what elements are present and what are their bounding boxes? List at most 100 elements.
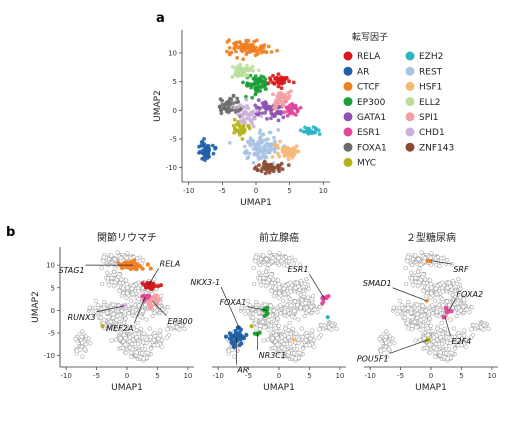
- background-point: [269, 280, 275, 286]
- point-chd1: [255, 109, 260, 113]
- point-ar: [213, 145, 218, 150]
- background-point: [419, 250, 424, 255]
- point-chd1: [244, 111, 249, 116]
- annotation-line-ep300: [152, 301, 167, 317]
- point-myc: [242, 127, 247, 132]
- y-tick-label: 0: [51, 307, 55, 315]
- background-point: [424, 345, 430, 350]
- background-point: [280, 298, 286, 303]
- point-rela: [279, 86, 284, 90]
- background-point: [152, 338, 157, 343]
- background-point: [109, 338, 114, 343]
- background-point: [283, 326, 288, 331]
- background-point: [80, 340, 85, 345]
- background-point: [157, 304, 162, 309]
- point-rest: [251, 160, 256, 165]
- point-ell2: [245, 63, 250, 68]
- point-esr1: [289, 102, 294, 107]
- legend-swatch-rela: [343, 51, 353, 61]
- point-ep300: [260, 79, 265, 84]
- background-point: [326, 325, 332, 330]
- highlight-point-foxa1: [262, 313, 267, 319]
- point-ell2: [230, 64, 235, 69]
- background-point: [428, 282, 433, 287]
- x-axis-label: UMAP1: [263, 383, 295, 393]
- point-rest: [255, 143, 260, 148]
- annotation-runx3: RUNX3: [68, 313, 96, 322]
- point-rest: [242, 150, 247, 155]
- point-spi1: [274, 98, 278, 103]
- x-tick-label: -10: [60, 372, 71, 380]
- point-rest: [260, 132, 265, 137]
- point-rela: [271, 73, 275, 78]
- point-chd1: [241, 120, 246, 125]
- background-point: [125, 251, 130, 256]
- point-znf143: [279, 161, 284, 166]
- x-tick-label: -10: [212, 372, 223, 380]
- background-point: [437, 263, 442, 269]
- point-znf143: [267, 165, 272, 169]
- point-spi1: [276, 100, 281, 105]
- highlight-point-stag1: [148, 266, 153, 271]
- y-axis-label: UMAP2: [153, 90, 163, 122]
- legend-label-ell2: ELL2: [419, 98, 440, 108]
- background-point: [438, 335, 443, 340]
- background-point: [416, 257, 421, 262]
- background-point: [433, 350, 438, 355]
- background-point: [438, 350, 443, 355]
- point-chd1: [241, 112, 246, 117]
- point-znf143: [280, 167, 285, 172]
- highlight-point-ep300: [156, 297, 161, 302]
- point-ar: [201, 151, 206, 156]
- background-point: [410, 256, 416, 262]
- background-point: [101, 299, 107, 305]
- background-point: [261, 253, 266, 258]
- background-point: [418, 317, 423, 323]
- background-point: [444, 351, 449, 356]
- x-tick-label: 5: [155, 372, 159, 380]
- point-gata1: [253, 103, 258, 108]
- background-point: [129, 350, 134, 355]
- background-point: [127, 339, 132, 344]
- legend-swatch-ar: [343, 66, 353, 76]
- background-point: [148, 346, 154, 351]
- background-point: [112, 257, 117, 262]
- background-point: [142, 347, 148, 352]
- point-ep300: [250, 95, 255, 100]
- background-point: [419, 313, 424, 319]
- point-ctcf: [258, 45, 263, 49]
- background-point: [413, 325, 419, 330]
- background-point: [458, 308, 464, 313]
- background-point: [448, 317, 453, 322]
- background-point: [154, 308, 160, 313]
- point-ar: [201, 148, 206, 153]
- background-point: [150, 313, 155, 319]
- background-point: [125, 285, 130, 290]
- background-point: [124, 255, 129, 260]
- background-point: [456, 330, 461, 335]
- background-point: [287, 320, 292, 326]
- point-foxa1: [218, 108, 223, 112]
- background-point: [257, 310, 262, 315]
- annotation-nkx3-1: NKX3-1: [190, 278, 220, 287]
- background-point: [446, 347, 452, 352]
- highlight-point-esr1: [320, 301, 325, 306]
- background-point: [306, 295, 311, 300]
- highlight-point-ar: [231, 344, 237, 350]
- highlight-point-stag1: [128, 266, 133, 272]
- background-point: [445, 356, 450, 361]
- point-foxa1: [218, 97, 223, 101]
- background-point: [285, 263, 290, 269]
- background-point: [138, 314, 143, 319]
- background-point: [126, 311, 131, 316]
- background-point: [266, 317, 271, 323]
- background-point: [165, 305, 171, 310]
- point-rest: [242, 144, 247, 149]
- point-hsf1: [294, 144, 299, 149]
- background-point: [226, 348, 232, 353]
- background-point: [275, 278, 281, 283]
- point-ep300: [241, 80, 245, 85]
- background-point: [298, 305, 303, 310]
- background-point: [98, 315, 104, 320]
- highlight-point-runx3: [120, 303, 125, 308]
